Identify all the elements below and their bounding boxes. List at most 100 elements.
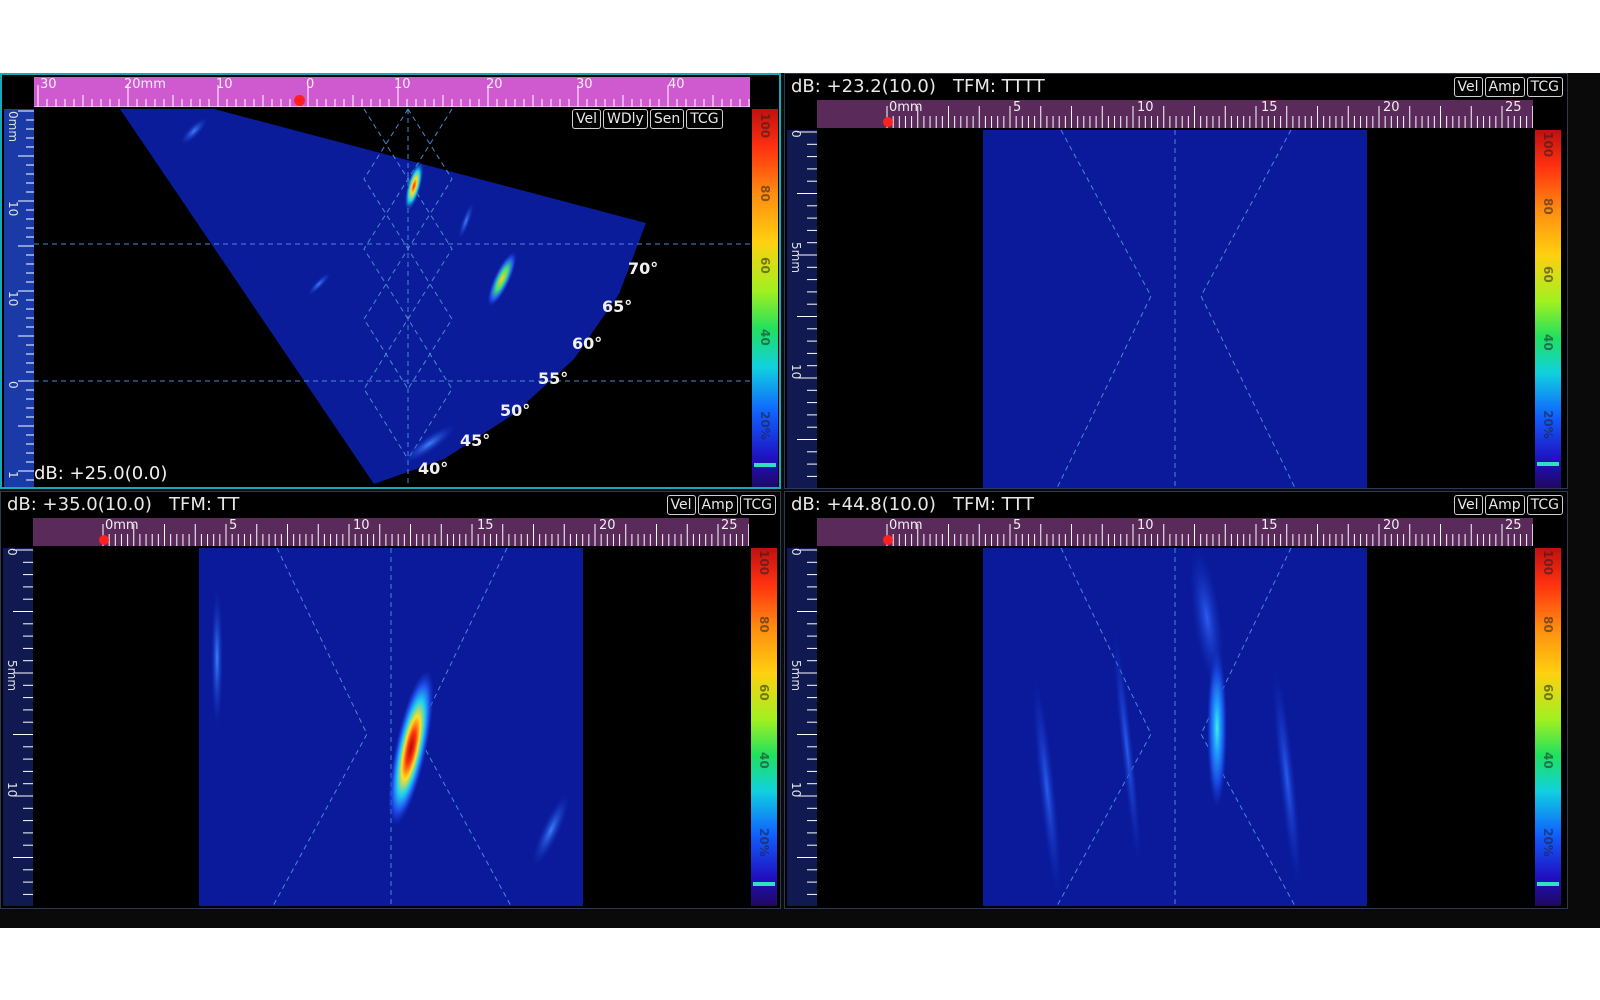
top-ruler-label: 10 — [216, 77, 233, 92]
top-ruler-label: 15 — [1261, 100, 1278, 115]
top-ruler-label: 10 — [394, 77, 411, 92]
colorbar-label: 80 — [1541, 616, 1555, 633]
left-ruler-label: 10 — [6, 201, 20, 217]
amp-button[interactable]: Amp — [697, 495, 738, 515]
top-ruler-label: 20 — [1383, 100, 1400, 115]
angle-label: 70° — [628, 259, 659, 278]
tcg-button[interactable]: TCG — [739, 495, 776, 515]
sector-scan-image[interactable] — [34, 109, 750, 489]
sector-scan-panel[interactable]: 30 20mm 10 0 10 20 30 40 0mm 10 10 0 1 V… — [0, 73, 781, 489]
left-ruler[interactable]: 0 5mm 10 — [3, 548, 33, 906]
sector-db-readout: dB: +25.0(0.0) — [34, 463, 168, 484]
top-ruler-label: 0mm — [889, 100, 923, 115]
amp-button[interactable]: Amp — [1484, 495, 1525, 515]
vel-button[interactable]: Vel — [572, 109, 601, 129]
vel-button[interactable]: Vel — [1453, 495, 1483, 515]
colorbar-gate-marker[interactable] — [1537, 882, 1559, 886]
tfm-tt-panel[interactable]: dB: +35.0(10.0) TFM: TT Vel Amp TCG 0mm … — [0, 491, 781, 909]
top-ruler-label: 5 — [229, 518, 238, 533]
sector-toolbar: Vel WDly Sen TCG — [572, 109, 723, 129]
tcg-button[interactable]: TCG — [686, 109, 723, 129]
colorbar-label: 60 — [758, 257, 772, 274]
panel-header-text: dB: +23.2(10.0) TFM: TTTT — [791, 76, 1045, 97]
angle-label: 60° — [572, 334, 603, 353]
top-ruler-label: 0mm — [105, 518, 139, 533]
top-ruler-label: 40 — [668, 77, 685, 92]
angle-label: 50° — [500, 401, 531, 420]
colorbar-label: 80 — [1541, 198, 1555, 215]
panel-header: dB: +44.8(10.0) TFM: TTT Vel Amp TCG — [785, 492, 1567, 518]
colorbar-label: 100 — [757, 550, 771, 576]
colorbar-label: 60 — [1541, 684, 1555, 701]
colorbar-gate-marker[interactable] — [754, 463, 776, 467]
colorbar-gate-marker[interactable] — [1537, 462, 1559, 466]
tfm-tttt-panel[interactable]: dB: +23.2(10.0) TFM: TTTT Vel Amp TCG 0m… — [784, 73, 1568, 489]
tfm-tttt-image[interactable] — [817, 130, 1533, 488]
left-ruler[interactable]: 0mm 10 10 0 1 — [4, 109, 34, 487]
vel-button[interactable]: Vel — [666, 495, 696, 515]
sen-button[interactable]: Sen — [649, 109, 685, 129]
angle-label: 40° — [418, 459, 449, 478]
red-dot-icon[interactable] — [99, 535, 109, 545]
left-ruler-label: 10 — [789, 782, 803, 798]
panel-toolbar: Vel Amp TCG — [666, 495, 776, 515]
angle-label: 55° — [538, 369, 569, 388]
colorbar-label: 100 — [758, 113, 772, 139]
left-ruler-label: 1 — [6, 471, 20, 479]
top-ruler-label: 15 — [1261, 518, 1278, 533]
panel-header: dB: +35.0(10.0) TFM: TT Vel Amp TCG — [1, 492, 780, 518]
tfm-screen: 30 20mm 10 0 10 20 30 40 0mm 10 10 0 1 V… — [0, 73, 1600, 928]
red-dot-icon[interactable] — [883, 535, 893, 545]
left-ruler[interactable]: 0 5mm 10 — [787, 130, 817, 488]
wdly-button[interactable]: WDly — [603, 109, 648, 129]
tfm-ttt-image[interactable] — [817, 548, 1533, 906]
colorbar-label: 100 — [1541, 132, 1555, 158]
tcg-button[interactable]: TCG — [1526, 495, 1563, 515]
top-ruler-label: 0mm — [889, 518, 923, 533]
red-dot-icon[interactable] — [294, 95, 305, 106]
amp-button[interactable]: Amp — [1484, 77, 1525, 97]
top-ruler-label: 30 — [40, 77, 57, 92]
colorbar-label: 60 — [1541, 266, 1555, 283]
colorbar-label: 40 — [1541, 334, 1555, 351]
tfm-ttt-panel[interactable]: dB: +44.8(10.0) TFM: TTT Vel Amp TCG 0mm… — [784, 491, 1568, 909]
left-ruler[interactable]: 0 5mm 10 — [787, 548, 817, 906]
angle-label: 65° — [602, 297, 633, 316]
colorbar — [752, 109, 778, 487]
left-ruler-label: 5mm — [789, 242, 803, 274]
top-ruler-label: 25 — [1505, 100, 1522, 115]
left-ruler-label: 0 — [6, 381, 20, 389]
top-ruler-label: 25 — [1505, 518, 1522, 533]
colorbar-label: 40 — [757, 752, 771, 769]
colorbar-label: 80 — [757, 616, 771, 633]
tcg-button[interactable]: TCG — [1526, 77, 1563, 97]
top-ruler-label: 30 — [576, 77, 593, 92]
top-ruler[interactable]: 0mm 5 10 15 20 25 — [817, 100, 1533, 128]
left-ruler-label: 10 — [6, 291, 20, 307]
tfm-tt-image[interactable] — [33, 548, 749, 906]
top-ruler-label: 5 — [1013, 100, 1022, 115]
colorbar — [751, 548, 777, 906]
colorbar-label: 40 — [1541, 752, 1555, 769]
left-ruler-label: 0mm — [6, 111, 20, 143]
top-ruler[interactable]: 0mm 5 10 15 20 25 — [33, 518, 749, 546]
red-dot-icon[interactable] — [883, 117, 893, 127]
colorbar-label: 20% — [757, 828, 771, 857]
top-ruler-unit-label: 20mm — [124, 77, 166, 92]
vel-button[interactable]: Vel — [1453, 77, 1483, 97]
colorbar-label: 80 — [758, 185, 772, 202]
top-ruler-label: 10 — [1137, 518, 1154, 533]
panel-toolbar: Vel Amp TCG — [1453, 77, 1563, 97]
colorbar-label: 20% — [1541, 410, 1555, 439]
angle-label: 45° — [460, 431, 491, 450]
top-ruler-label: 15 — [477, 518, 494, 533]
top-ruler-label: 25 — [721, 518, 738, 533]
colorbar-label: 100 — [1541, 550, 1555, 576]
panel-header-text: dB: +35.0(10.0) TFM: TT — [7, 494, 240, 515]
colorbar-label: 20% — [1541, 828, 1555, 857]
top-ruler[interactable]: 0mm 5 10 15 20 25 — [817, 518, 1533, 546]
panel-header-text: dB: +44.8(10.0) TFM: TTT — [791, 494, 1035, 515]
colorbar-gate-marker[interactable] — [753, 882, 775, 886]
left-ruler-label: 5mm — [789, 660, 803, 692]
top-ruler[interactable]: 30 20mm 10 0 10 20 30 40 — [34, 77, 750, 107]
